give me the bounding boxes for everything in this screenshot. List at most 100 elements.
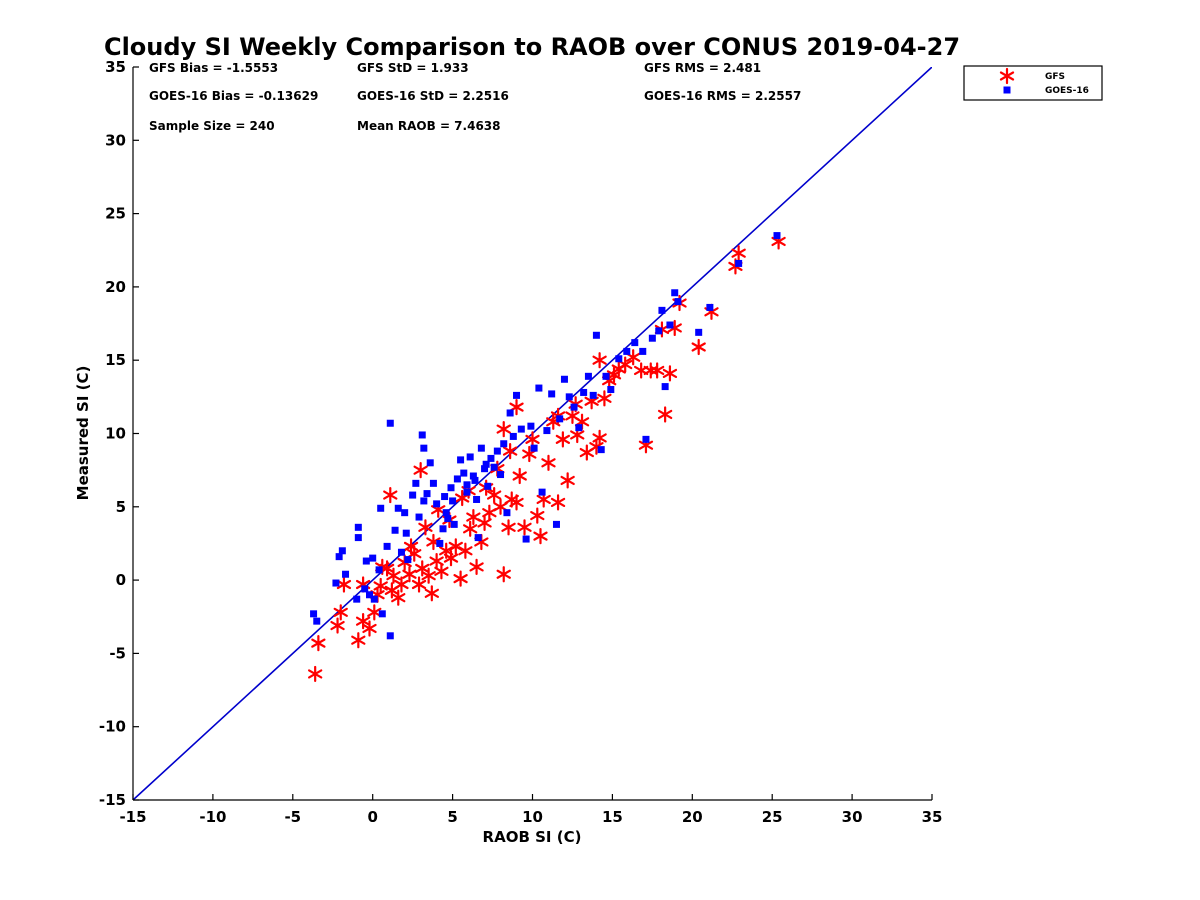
goes16-point bbox=[433, 500, 441, 508]
x-tick-label: -5 bbox=[284, 808, 301, 826]
goes16-point bbox=[436, 539, 444, 547]
goes16-point bbox=[642, 435, 650, 443]
y-tick-label: 15 bbox=[105, 351, 126, 369]
goes16-point bbox=[706, 303, 714, 311]
gfs-point bbox=[512, 467, 527, 485]
gfs-point bbox=[411, 576, 427, 593]
goes16-point bbox=[552, 520, 560, 528]
goes16-point bbox=[671, 289, 679, 297]
goes16-point bbox=[444, 515, 452, 523]
gfs-point bbox=[336, 576, 352, 593]
goes16-point bbox=[471, 476, 479, 484]
goes16-point bbox=[369, 554, 377, 562]
x-tick-label: 0 bbox=[367, 808, 377, 826]
x-tick-label: 15 bbox=[602, 808, 623, 826]
goes16-point bbox=[442, 509, 450, 517]
goes16-point bbox=[615, 355, 623, 363]
goes16-point bbox=[420, 444, 428, 452]
goes16-point bbox=[423, 490, 431, 498]
goes16-point bbox=[522, 535, 530, 543]
gfs-point bbox=[330, 617, 345, 634]
y-ticks: -15 -10 -5 0 5 10 15 20 25 30 35 bbox=[99, 58, 139, 809]
goes16-point bbox=[490, 463, 498, 471]
goes16-point bbox=[362, 557, 370, 565]
legend: GFS GOES-16 bbox=[963, 65, 1103, 101]
gfs-point bbox=[458, 542, 473, 559]
goes16-point bbox=[474, 534, 482, 542]
x-tick-label: 5 bbox=[447, 808, 457, 826]
gfs-point bbox=[351, 632, 366, 649]
gfs-point bbox=[555, 431, 571, 448]
goes16-point bbox=[570, 403, 578, 411]
goes16-point bbox=[517, 425, 525, 433]
y-tick-label: 30 bbox=[105, 131, 126, 149]
gfs-point bbox=[560, 472, 575, 489]
y-tick-label: 0 bbox=[116, 571, 126, 589]
legend-gfs-label: GFS bbox=[1045, 72, 1065, 82]
gfs-point bbox=[502, 442, 518, 460]
stat-text: GFS RMS = 2.481 bbox=[644, 61, 761, 75]
x-tick-label: 20 bbox=[682, 808, 703, 826]
goes16-point bbox=[655, 327, 663, 335]
goes16-point bbox=[482, 460, 490, 468]
gfs-point bbox=[618, 356, 633, 373]
goes16-point bbox=[378, 610, 386, 618]
goes16-point bbox=[463, 488, 471, 496]
gfs-point bbox=[386, 567, 401, 584]
legend-goes16-label: GOES-16 bbox=[1045, 86, 1089, 96]
goes16-point bbox=[658, 306, 666, 314]
goes16-point bbox=[370, 595, 378, 603]
gfs-point bbox=[373, 577, 388, 595]
goes16-point bbox=[493, 447, 501, 455]
y-tick-label: 25 bbox=[105, 205, 126, 223]
x-tick-label: -10 bbox=[199, 808, 226, 826]
goes16-point bbox=[426, 459, 434, 467]
goes16-point bbox=[487, 454, 495, 462]
goes16-point bbox=[513, 391, 521, 399]
goes16-point bbox=[394, 504, 402, 512]
goes16-point bbox=[397, 548, 405, 556]
goes16-point bbox=[335, 553, 343, 561]
x-tick-label: 30 bbox=[842, 808, 863, 826]
goes16-point bbox=[666, 321, 674, 329]
y-tick-label: 10 bbox=[105, 425, 126, 443]
goes16-point bbox=[607, 386, 615, 394]
goes16-point bbox=[648, 334, 656, 342]
gfs-point bbox=[731, 245, 746, 262]
gfs-point bbox=[530, 507, 545, 524]
goes16-point bbox=[415, 513, 423, 521]
goes16-point bbox=[506, 409, 514, 417]
gfs-point bbox=[525, 431, 540, 448]
gfs-point bbox=[367, 604, 382, 621]
gfs-point bbox=[592, 352, 607, 369]
gfs-point bbox=[626, 349, 641, 366]
goes16-point bbox=[589, 391, 597, 399]
stat-text: Sample Size = 240 bbox=[149, 119, 275, 133]
y-tick-label: 20 bbox=[105, 278, 126, 296]
gfs-point bbox=[592, 429, 607, 446]
gfs-point bbox=[383, 486, 398, 504]
goes16-point bbox=[503, 509, 511, 517]
gfs-point bbox=[333, 604, 348, 621]
x-tick-label: 10 bbox=[522, 808, 543, 826]
y-tick-label: -5 bbox=[109, 644, 126, 662]
goes16-point bbox=[420, 497, 428, 505]
goes16-point bbox=[460, 469, 468, 477]
gfs-point bbox=[429, 552, 444, 570]
gfs-point bbox=[466, 508, 481, 526]
gfs-point bbox=[486, 486, 502, 504]
goes16-point bbox=[463, 481, 471, 489]
goes16-point bbox=[441, 493, 449, 501]
goes16-point bbox=[342, 570, 350, 578]
y-tick-label: -10 bbox=[99, 718, 126, 736]
gfs-point bbox=[469, 558, 484, 576]
legend-goes16-marker bbox=[1003, 86, 1011, 94]
goes16-point bbox=[538, 488, 546, 496]
goes16-point bbox=[404, 556, 412, 564]
goes16-point bbox=[401, 509, 409, 517]
goes16-point bbox=[509, 432, 517, 440]
goes16-point bbox=[457, 456, 465, 464]
gfs-point bbox=[463, 520, 478, 537]
gfs-point bbox=[394, 576, 409, 593]
